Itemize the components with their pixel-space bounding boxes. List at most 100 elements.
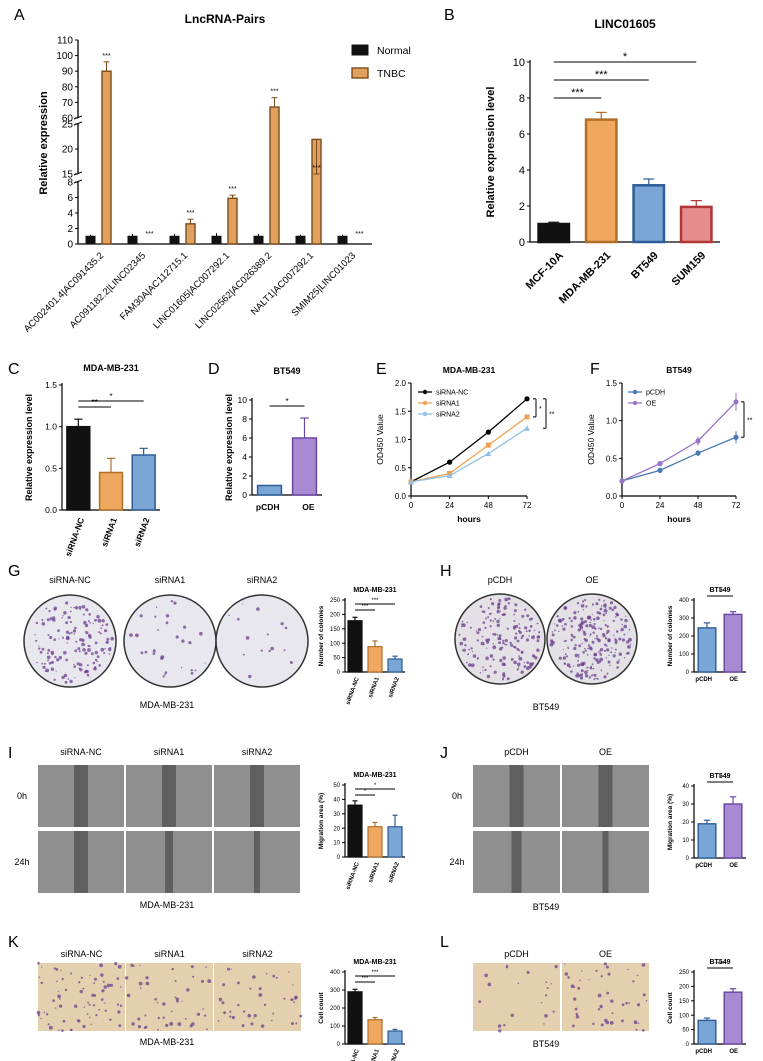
dish-label: OE — [585, 575, 598, 585]
stain-dot — [93, 982, 95, 985]
x-tick-label: pCDH — [695, 677, 712, 683]
stain-dot — [491, 602, 495, 606]
stain-dot — [92, 622, 94, 625]
stain-dot — [616, 666, 619, 669]
stain-dot — [84, 623, 89, 628]
stain-dot — [605, 607, 607, 609]
stain-dot — [38, 645, 40, 647]
stain-dot — [564, 972, 568, 976]
stain-dot — [486, 640, 490, 644]
bar-siRNA-NC — [66, 425, 91, 511]
stain-dot — [592, 631, 595, 634]
stain-dot — [290, 998, 293, 1001]
stain-dot — [482, 610, 486, 613]
y-tick-label: 0 — [337, 855, 341, 861]
stain-dot — [177, 1022, 182, 1026]
legend-label: siRNA2 — [436, 412, 460, 419]
y-tick-label: 20 — [62, 145, 74, 156]
y-tick-label: 100 — [330, 641, 341, 647]
stain-dot — [472, 654, 477, 658]
stain-dot — [47, 648, 51, 652]
stain-dot — [110, 983, 113, 987]
wound-column-label: siRNA1 — [154, 747, 185, 757]
bar-siRNA-NC — [347, 620, 363, 673]
stain-dot — [108, 647, 112, 652]
stain-dot — [604, 637, 608, 640]
stain-dot — [58, 1004, 63, 1008]
stain-dot — [633, 1020, 638, 1025]
stain-dot — [69, 610, 72, 613]
x-tick-label: siRNA-NC — [345, 676, 361, 706]
bar-OE — [723, 803, 743, 859]
stain-dot — [289, 661, 293, 664]
stain-dot — [496, 610, 500, 614]
stain-dot — [607, 972, 611, 976]
stain-dot — [497, 603, 501, 607]
y-tick-label: 250 — [330, 598, 341, 604]
stain-dot — [530, 663, 534, 667]
stain-dot — [586, 615, 591, 620]
stain-dot — [173, 601, 177, 605]
stain-dot — [272, 974, 276, 978]
stain-dot — [530, 617, 533, 621]
image-caption: MDA-MB-231 — [140, 700, 195, 710]
y-tick-label: 30 — [682, 802, 689, 808]
y-tick-label: 0 — [337, 670, 341, 676]
stain-dot — [47, 659, 50, 662]
stain-dot — [623, 633, 626, 636]
stain-dot — [484, 973, 488, 978]
stain-dot — [271, 1019, 273, 1022]
stain-dot — [603, 600, 605, 602]
data-point — [485, 450, 492, 457]
stain-dot — [36, 661, 38, 664]
stain-dot — [618, 637, 622, 641]
stain-dot — [564, 639, 567, 643]
stain-dot — [154, 615, 157, 618]
stain-dot — [94, 650, 99, 655]
stain-dot — [129, 633, 133, 637]
stain-dot — [595, 635, 598, 637]
chart-title: LINC01605 — [594, 17, 656, 31]
panel-letter-A: A — [14, 7, 25, 24]
stain-dot — [573, 986, 576, 988]
data-point — [485, 442, 491, 448]
y-tick-label: 2 — [242, 471, 247, 481]
y-axis-label: Relative expression level — [224, 394, 234, 501]
stain-dot — [573, 997, 577, 1001]
stain-dot — [69, 679, 73, 684]
wound-gap — [509, 765, 524, 827]
stain-dot — [482, 670, 484, 672]
stain-dot — [486, 647, 488, 649]
stain-dot — [96, 660, 98, 663]
stain-dot — [584, 638, 588, 643]
stain-dot — [613, 634, 615, 636]
colony-dish-siRNA1 — [123, 594, 217, 688]
panel-letter-B: B — [444, 7, 455, 24]
stain-dot — [581, 970, 583, 972]
y-tick-label: 50 — [682, 1028, 689, 1034]
stain-dot — [614, 652, 616, 654]
y-tick-label: 10 — [333, 841, 340, 847]
transwell-label: siRNA2 — [242, 949, 273, 959]
stain-dot — [616, 660, 620, 664]
stain-dot — [574, 653, 579, 658]
y-tick-label: 2 — [519, 201, 525, 213]
stain-dot — [614, 639, 618, 643]
stain-dot — [242, 603, 244, 605]
stain-dot — [294, 996, 298, 1000]
stain-dot — [580, 620, 585, 625]
stain-dot — [283, 997, 286, 1000]
stain-dot — [479, 605, 483, 608]
stain-dot — [45, 668, 50, 673]
stain-dot — [520, 651, 524, 654]
stain-dot — [139, 964, 141, 966]
stain-dot — [555, 624, 559, 627]
x-tick-label: OE — [729, 1049, 738, 1055]
stain-dot — [481, 635, 484, 638]
stain-dot — [49, 635, 53, 640]
stain-dot — [247, 1013, 252, 1018]
stain-dot — [250, 1022, 254, 1026]
stain-dot — [144, 650, 148, 654]
stain-dot — [127, 994, 129, 996]
stain-dot — [568, 617, 571, 620]
